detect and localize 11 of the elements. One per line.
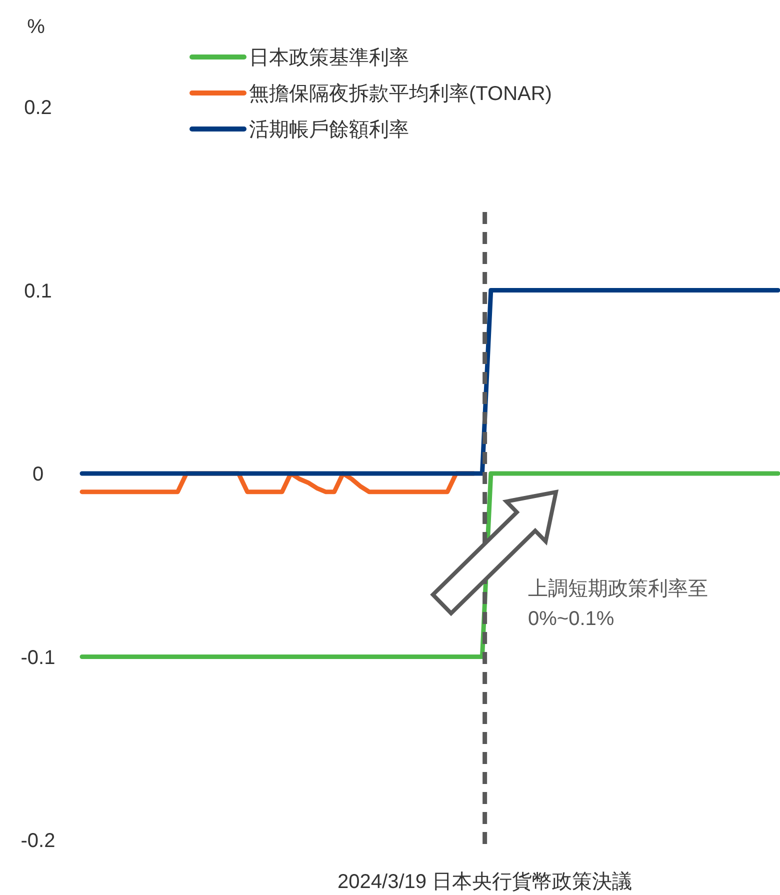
legend-label: 無擔保隔夜拆款平均利率(TONAR): [249, 83, 552, 105]
legend-label: 活期帳戶餘額利率: [249, 119, 409, 141]
y-tick-label: 0.2: [24, 97, 52, 119]
text: 2024/3/19 日本央行貨幣政策決議: [338, 871, 632, 893]
y-tick-label: 0: [32, 464, 44, 486]
annotation: 上調短期政策利率至0%~0.1%: [528, 577, 709, 632]
y-axis-title: %: [27, 16, 46, 38]
y-tick-label: 0.1: [24, 280, 52, 302]
y-tick-label: -0.2: [20, 830, 56, 852]
legend-label: 日本政策基準利率: [249, 47, 409, 69]
y-tick-label: -0.1: [20, 646, 56, 669]
